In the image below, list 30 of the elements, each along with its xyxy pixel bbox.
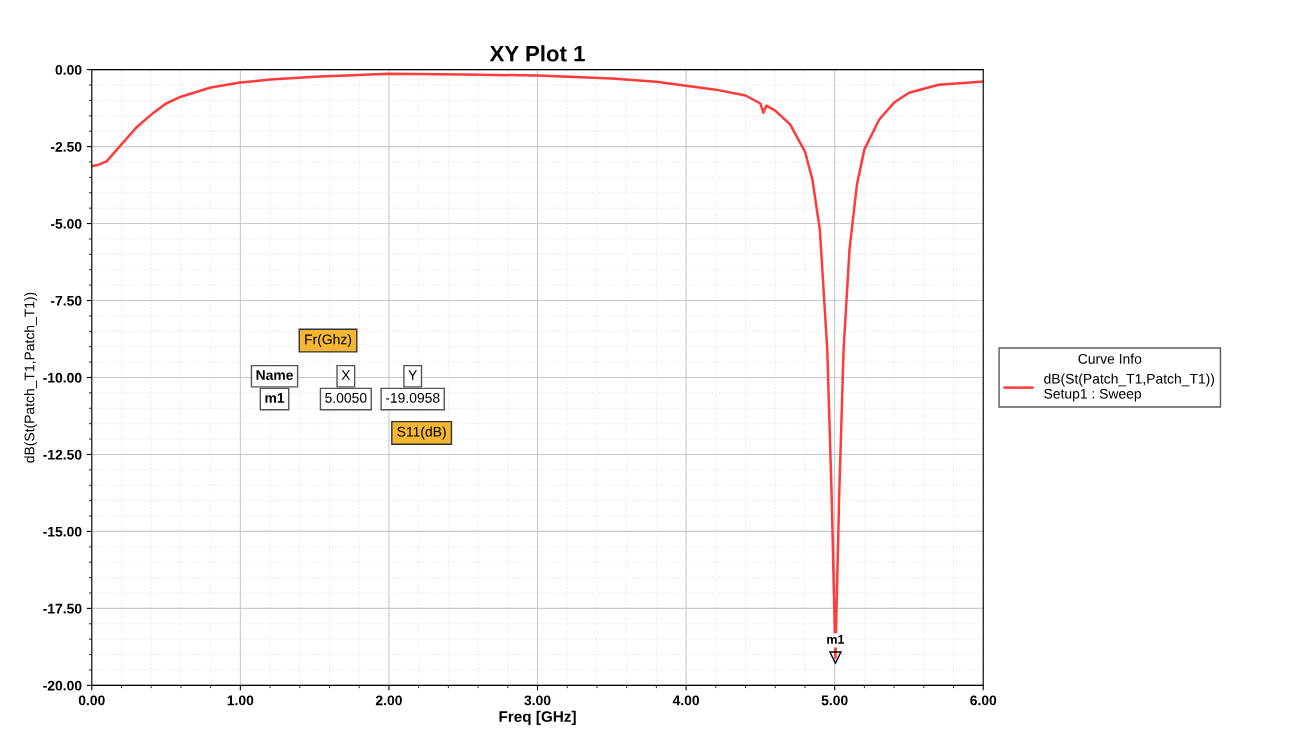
y-tick-label: -12.50 bbox=[43, 449, 82, 460]
legend-label: dB(St(Patch_T1,Patch_T1)) Setup1 : Sweep bbox=[1044, 373, 1215, 402]
chart-title: XY Plot 1 bbox=[489, 45, 585, 62]
y-tick-label: -17.50 bbox=[43, 603, 82, 614]
y-tick-label: -20.00 bbox=[43, 680, 82, 691]
legend-title: Curve Info bbox=[1078, 353, 1142, 364]
annotation: Fr(Ghz) bbox=[305, 334, 352, 348]
annotation: m1 bbox=[265, 393, 285, 403]
x-tick-label: 4.00 bbox=[672, 695, 700, 706]
y-tick-label: -2.50 bbox=[50, 141, 82, 152]
x-tick-label: 3.00 bbox=[524, 695, 551, 706]
x-tick-label: 6.00 bbox=[970, 695, 997, 706]
annotation: Name bbox=[256, 370, 293, 380]
annotation: m1 bbox=[827, 635, 845, 644]
annotation: X bbox=[341, 370, 351, 380]
x-tick-label: 2.00 bbox=[375, 695, 402, 706]
y-tick-label: -5.00 bbox=[50, 218, 82, 229]
annotation: S11(dB) bbox=[397, 426, 446, 440]
x-tick-label: 0.00 bbox=[78, 695, 105, 706]
x-tick-label: 1.00 bbox=[227, 695, 254, 706]
annotation: -19.0958 bbox=[385, 392, 440, 403]
y-tick-label: -7.50 bbox=[50, 295, 82, 306]
y-axis-title: dB(St(Patch_T1,Patch_T1)) bbox=[24, 292, 38, 463]
annotation: 5.0050 bbox=[325, 392, 367, 403]
x-axis-title: Freq [GHz] bbox=[499, 710, 576, 726]
y-tick-label: -15.00 bbox=[43, 526, 82, 537]
x-tick-label: 5.00 bbox=[821, 695, 848, 706]
y-tick-label: -10.00 bbox=[43, 372, 82, 383]
annotation: Y bbox=[408, 370, 418, 380]
y-tick-label: 0.00 bbox=[55, 64, 82, 75]
